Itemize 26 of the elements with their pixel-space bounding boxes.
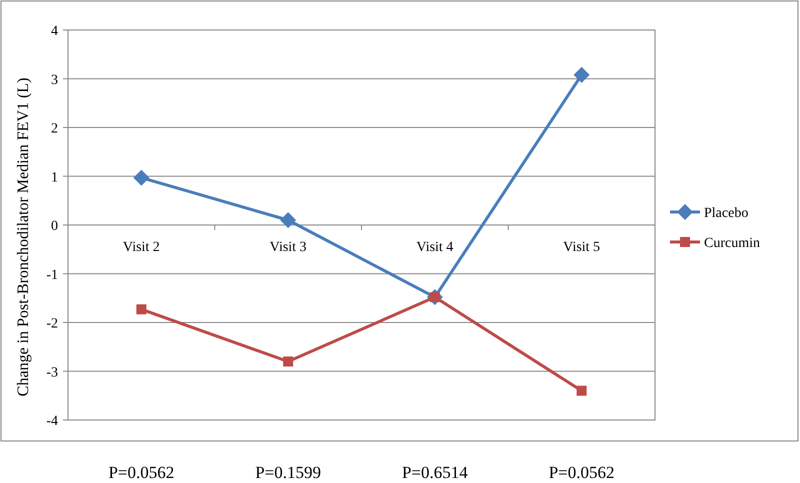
x-tick-label: Visit 3 [270,240,307,255]
text: P=0.0562 [108,463,174,482]
y-tick-label: 2 [51,122,58,136]
legend-label: Placebo [704,206,748,221]
x-tick-label: Visit 2 [122,240,160,255]
text: P=0.1599 [255,463,322,482]
y-tick-label: 1 [51,170,58,186]
point [136,304,146,314]
y-tick-label: -2 [46,316,58,332]
x-tick-label: Visit 5 [563,240,600,255]
point [133,170,150,186]
legend-label: Curcumin [704,236,760,251]
y-tick-label: 3 [51,72,58,88]
point [576,386,587,396]
text: P=0.6514 [402,463,468,482]
y-tick-label: 0 [51,219,58,234]
point [574,66,590,83]
point [283,356,294,366]
y-tick-label: -4 [46,414,58,429]
y-tick-label: -3 [46,365,58,380]
y-axis-title: Change in Post-Bronchodilator Median FEV1 (L) [15,78,32,396]
y-tick-label: -1 [46,268,58,283]
point [280,212,296,228]
y-tick-label: 4 [51,24,58,39]
text: P=0.0562 [548,463,615,482]
x-tick-label: Visit 4 [416,240,454,255]
